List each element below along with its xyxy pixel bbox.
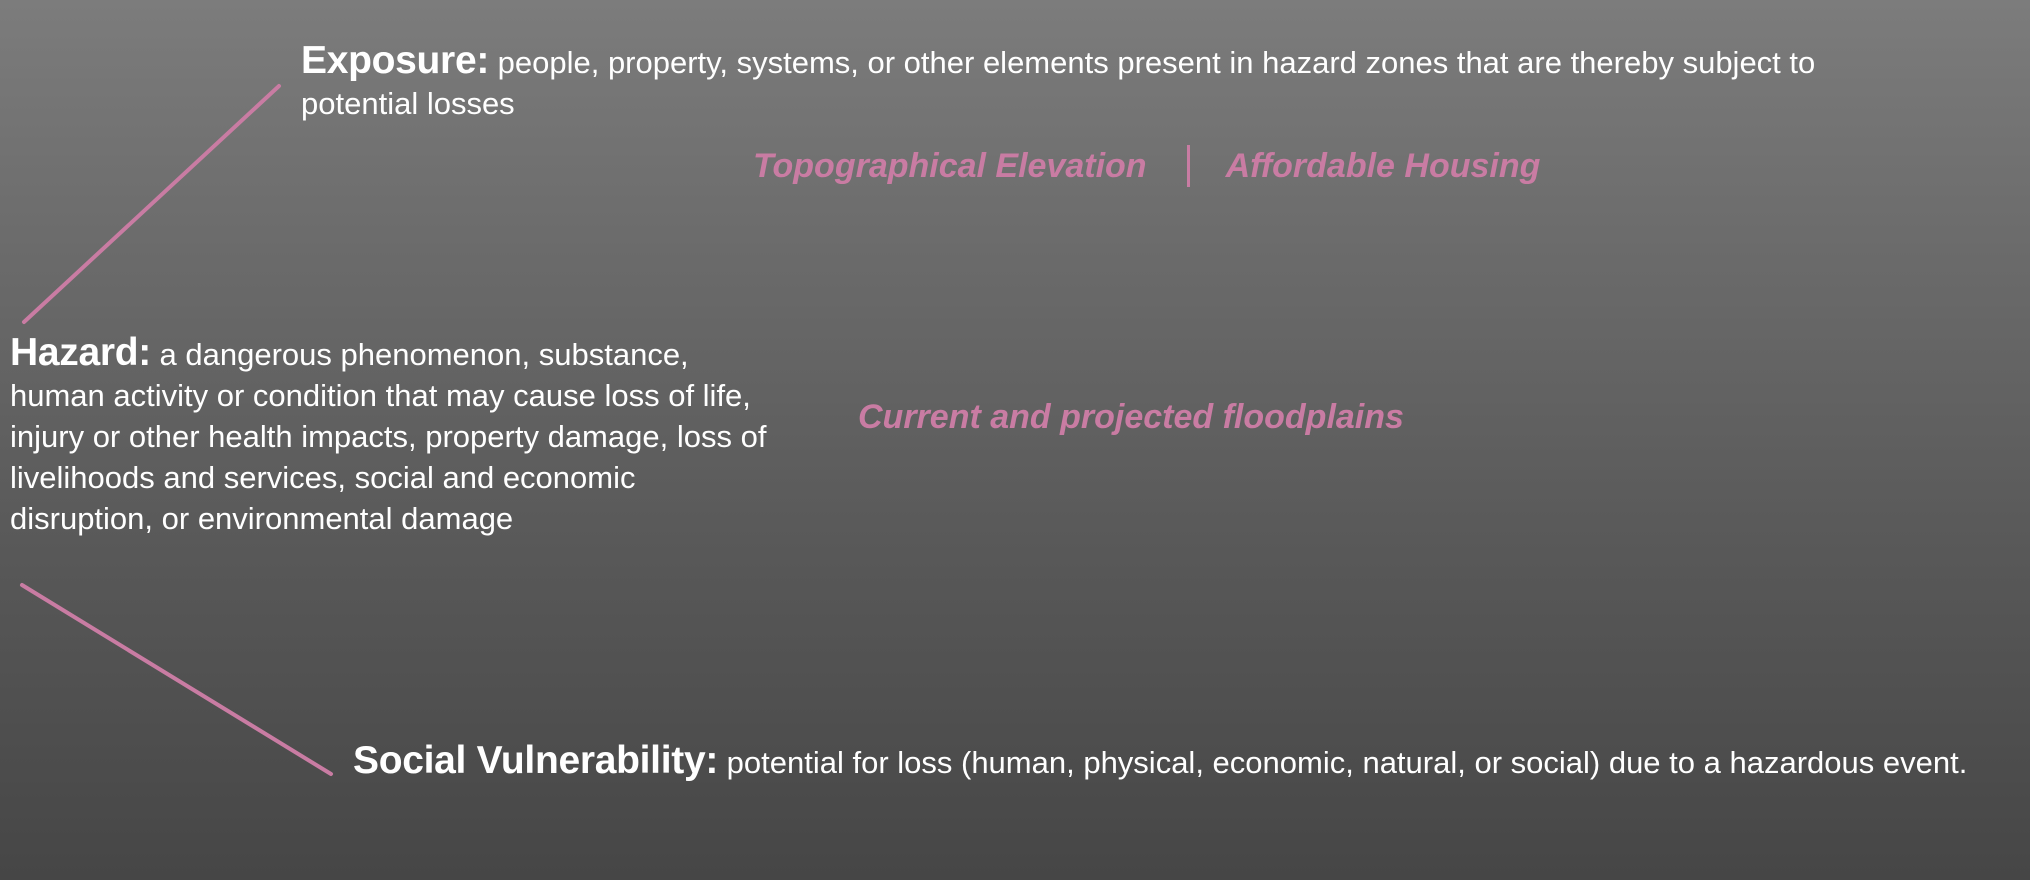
social-vulnerability-term: Social Vulnerability: xyxy=(353,739,719,782)
exposure-indicator-elevation: Topographical Elevation xyxy=(753,146,1147,185)
social-vulnerability-definition-text: potential for loss (human, physical, eco… xyxy=(718,745,1968,780)
indicator-separator xyxy=(1186,145,1190,187)
hazard-to-exposure-connector xyxy=(22,84,281,324)
exposure-term: Exposure: xyxy=(301,39,490,82)
hazard-definition: Hazard: a dangerous phenomenon, substanc… xyxy=(10,332,780,539)
social-vulnerability-definition: Social Vulnerability: potential for loss… xyxy=(353,740,2025,783)
hazard-term: Hazard: xyxy=(10,331,151,374)
hazard-indicator-floodplains: Current and projected floodplains xyxy=(858,398,1404,436)
hazard-to-social-vulnerability-connector xyxy=(20,583,333,776)
exposure-definition: Exposure: people, property, systems, or … xyxy=(301,40,1941,124)
exposure-indicator-housing: Affordable Housing xyxy=(1225,146,1541,185)
hazard-definition-text: a dangerous phenomenon, substance, human… xyxy=(10,337,767,536)
exposure-indicators: Topographical Elevation Affordable Housi… xyxy=(753,145,1540,187)
exposure-definition-text: people, property, systems, or other elem… xyxy=(301,45,1816,121)
